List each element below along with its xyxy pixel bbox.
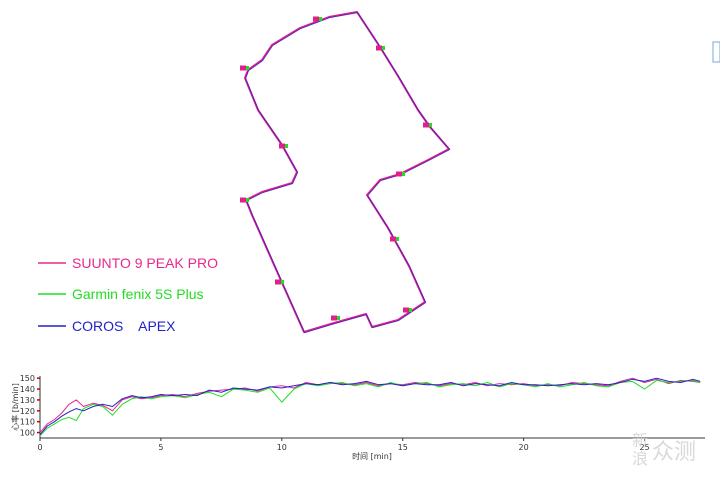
- hr-series: [39, 377, 701, 437]
- x-tick-label: 25: [639, 443, 649, 452]
- route-marker: [240, 65, 249, 71]
- route-markers: [240, 16, 432, 321]
- x-tick-label: 0: [37, 443, 42, 452]
- route-marker-box: [275, 279, 281, 285]
- route-marker-tag: [285, 144, 288, 148]
- watermark-char-1: 新: [632, 431, 648, 450]
- x-axis-label: 时间 [min]: [352, 451, 392, 461]
- x-tick-label: 5: [158, 443, 163, 452]
- route-marker-tag: [402, 172, 405, 176]
- route-marker: [313, 16, 322, 22]
- route-marker-box: [376, 45, 382, 51]
- heart-rate-chart: 0 5 10 15 20 25 100 110 120 130 140 150 时间 [min] 心…: [10, 374, 705, 461]
- route-marker-box: [313, 16, 319, 22]
- y-tick-label: 130: [20, 396, 35, 405]
- hr-line-coros: [39, 377, 701, 436]
- route-marker: [376, 45, 385, 51]
- route-marker-tag: [409, 308, 412, 312]
- watermark: 新 浪 众测: [632, 431, 696, 468]
- route-marker: [275, 279, 284, 285]
- route-marker-box: [390, 236, 396, 242]
- route-marker-tag: [281, 280, 284, 284]
- route-map: [240, 11, 451, 334]
- y-tick-label: 100: [20, 429, 35, 438]
- route-marker-tag: [396, 237, 399, 241]
- right-edge-fragment: [712, 41, 720, 63]
- route-marker-tag: [246, 66, 249, 70]
- route-marker-box: [396, 171, 402, 177]
- route-marker-box: [240, 65, 246, 71]
- route-marker-tag: [429, 123, 432, 127]
- x-ticks: 0 5 10 15 20 25: [37, 438, 650, 452]
- hr-line-garmin: [39, 379, 701, 437]
- route-marker: [390, 236, 399, 242]
- legend-label-garmin: Garmin fenix 5S Plus: [72, 286, 204, 302]
- route-marker-box: [331, 315, 337, 321]
- route-marker: [423, 122, 432, 128]
- y-tick-label: 140: [20, 385, 35, 394]
- y-ticks: 100 110 120 130 140 150: [20, 374, 40, 438]
- route-marker: [396, 171, 405, 177]
- route-marker-tag: [319, 17, 322, 21]
- legend-label-suunto: SUUNTO 9 PEAK PRO: [72, 255, 218, 271]
- route-path: [244, 11, 450, 333]
- route-marker-tag: [246, 198, 249, 202]
- route-marker-box: [279, 143, 285, 149]
- route-marker-box: [403, 307, 409, 313]
- y-tick-label: 150: [20, 374, 35, 383]
- y-axis-label: 心率 [b/min]: [10, 383, 20, 431]
- y-tick-label: 110: [20, 418, 35, 427]
- route-path-overlap: [245, 12, 451, 334]
- route-marker-tag: [382, 46, 385, 50]
- legend: SUUNTO 9 PEAK PRO Garmin fenix 5S Plus C…: [38, 255, 218, 334]
- route-marker: [331, 315, 340, 321]
- route-marker: [279, 143, 288, 149]
- x-tick-label: 20: [519, 443, 529, 452]
- route-marker: [240, 197, 249, 203]
- route-marker-tag: [337, 316, 340, 320]
- route-marker-box: [423, 122, 429, 128]
- route-marker: [403, 307, 412, 313]
- x-tick-label: 15: [398, 443, 408, 452]
- x-tick-label: 10: [277, 443, 287, 452]
- y-tick-label: 120: [20, 407, 35, 416]
- route-marker-box: [240, 197, 246, 203]
- watermark-char-2: 浪: [632, 449, 648, 468]
- watermark-brand: 众测: [652, 440, 696, 465]
- legend-label-coros: COROS APEX: [72, 318, 176, 334]
